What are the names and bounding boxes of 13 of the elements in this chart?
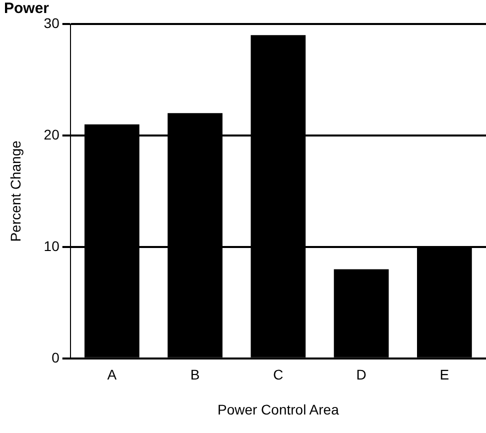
x-tick-label: B [190,366,200,383]
bar [334,269,389,358]
chart-title: Power [4,0,50,18]
x-tick-label: A [107,366,118,383]
y-axis-title: Percent Change [7,140,24,242]
y-tick-label: 0 [52,349,60,366]
y-tick-label: 20 [44,126,60,142]
x-tick-label: D [356,366,366,383]
x-tick-label: E [440,366,450,383]
x-axis-title: Power Control Area [217,401,340,418]
x-tick-label: C [273,366,284,383]
y-tick-label: 10 [44,238,60,254]
y-tick-label: 30 [44,14,60,31]
